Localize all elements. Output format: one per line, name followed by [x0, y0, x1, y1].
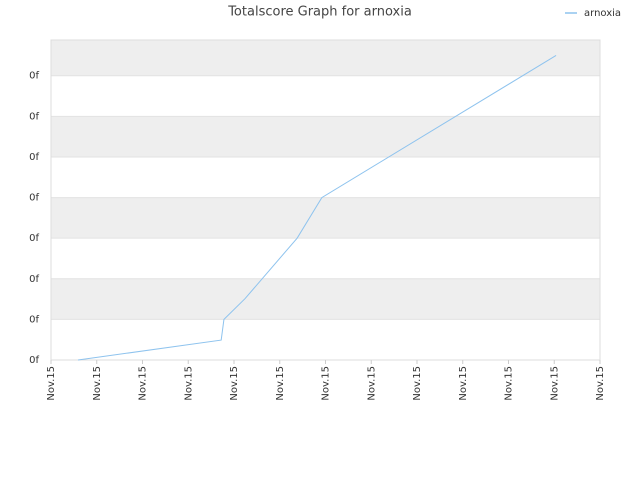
y-tick-label: 0f	[29, 152, 39, 163]
x-tick-label: Nov.15	[366, 366, 377, 401]
y-tick-label: 0f	[29, 71, 39, 82]
x-tick-label: Nov.15	[595, 366, 606, 401]
x-tick-label: Nov.15	[183, 366, 194, 401]
x-tick-label: Nov.15	[321, 366, 332, 401]
chart-title: Totalscore Graph for arnoxia	[227, 5, 412, 20]
x-tick-label: Nov.15	[458, 366, 469, 401]
x-tick-label: Nov.15	[92, 366, 103, 401]
x-tick-label: Nov.15	[138, 366, 149, 401]
y-tick-label: 0f	[29, 355, 39, 366]
band	[51, 156, 600, 198]
band	[51, 238, 600, 279]
band	[51, 40, 600, 76]
x-tick-label: Nov.15	[504, 366, 515, 401]
x-tick-label: Nov.15	[412, 366, 423, 401]
y-tick-label: 0f	[29, 274, 39, 285]
band	[51, 319, 600, 360]
y-tick-label: 0f	[29, 193, 39, 204]
band	[51, 75, 600, 117]
line	[77, 55, 557, 361]
legend-label: arnoxia	[584, 8, 621, 19]
band	[51, 116, 600, 157]
y-tick-label: 0f	[29, 314, 39, 325]
band	[51, 278, 600, 320]
x-tick-label: Nov.15	[229, 366, 240, 401]
y-tick-label: 0f	[29, 111, 39, 122]
band	[51, 197, 600, 239]
y-tick-label: 0f	[29, 233, 39, 244]
x-tick-label: Nov.15	[46, 366, 57, 401]
x-tick-label: Nov.15	[275, 366, 286, 401]
x-tick-label: Nov.15	[549, 366, 560, 401]
